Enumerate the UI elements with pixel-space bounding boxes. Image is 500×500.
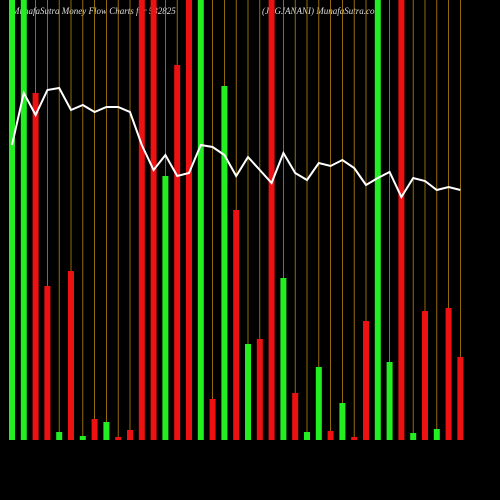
bar — [115, 437, 122, 440]
bar — [445, 308, 452, 440]
bar — [9, 0, 15, 440]
bar — [398, 0, 405, 440]
bar — [304, 432, 310, 440]
bar — [103, 422, 110, 440]
bar — [68, 271, 74, 440]
bar — [44, 286, 51, 440]
bar — [186, 0, 192, 440]
bar — [422, 311, 428, 440]
bar — [32, 93, 39, 440]
bar — [315, 367, 322, 440]
bar — [245, 344, 251, 440]
bar — [410, 433, 417, 440]
bar — [233, 210, 240, 440]
bar — [374, 0, 381, 440]
bar — [280, 278, 287, 440]
bar — [56, 432, 63, 440]
bar — [209, 399, 216, 440]
bar — [127, 430, 133, 440]
chart-title: MunafaSutra Money Flow Charts for 532825 — [11, 6, 176, 16]
bar — [351, 437, 358, 440]
bar — [79, 436, 86, 440]
bar — [91, 419, 98, 440]
bar — [20, 0, 27, 440]
bar — [174, 65, 181, 440]
bar — [138, 0, 145, 440]
bar — [256, 339, 263, 440]
bar — [221, 86, 228, 440]
money-flow-line — [11, 86, 461, 200]
chart-subtitle: (JAGJANANI) MunafaSutra.com — [262, 6, 381, 16]
bar — [457, 357, 464, 440]
bar — [327, 431, 334, 440]
bar — [363, 321, 369, 440]
bar — [150, 0, 157, 440]
bar — [197, 0, 204, 440]
bar — [268, 0, 275, 440]
bar — [386, 362, 393, 440]
bar — [162, 176, 169, 440]
bar — [433, 429, 440, 440]
bar — [339, 403, 346, 440]
bar — [292, 393, 299, 440]
